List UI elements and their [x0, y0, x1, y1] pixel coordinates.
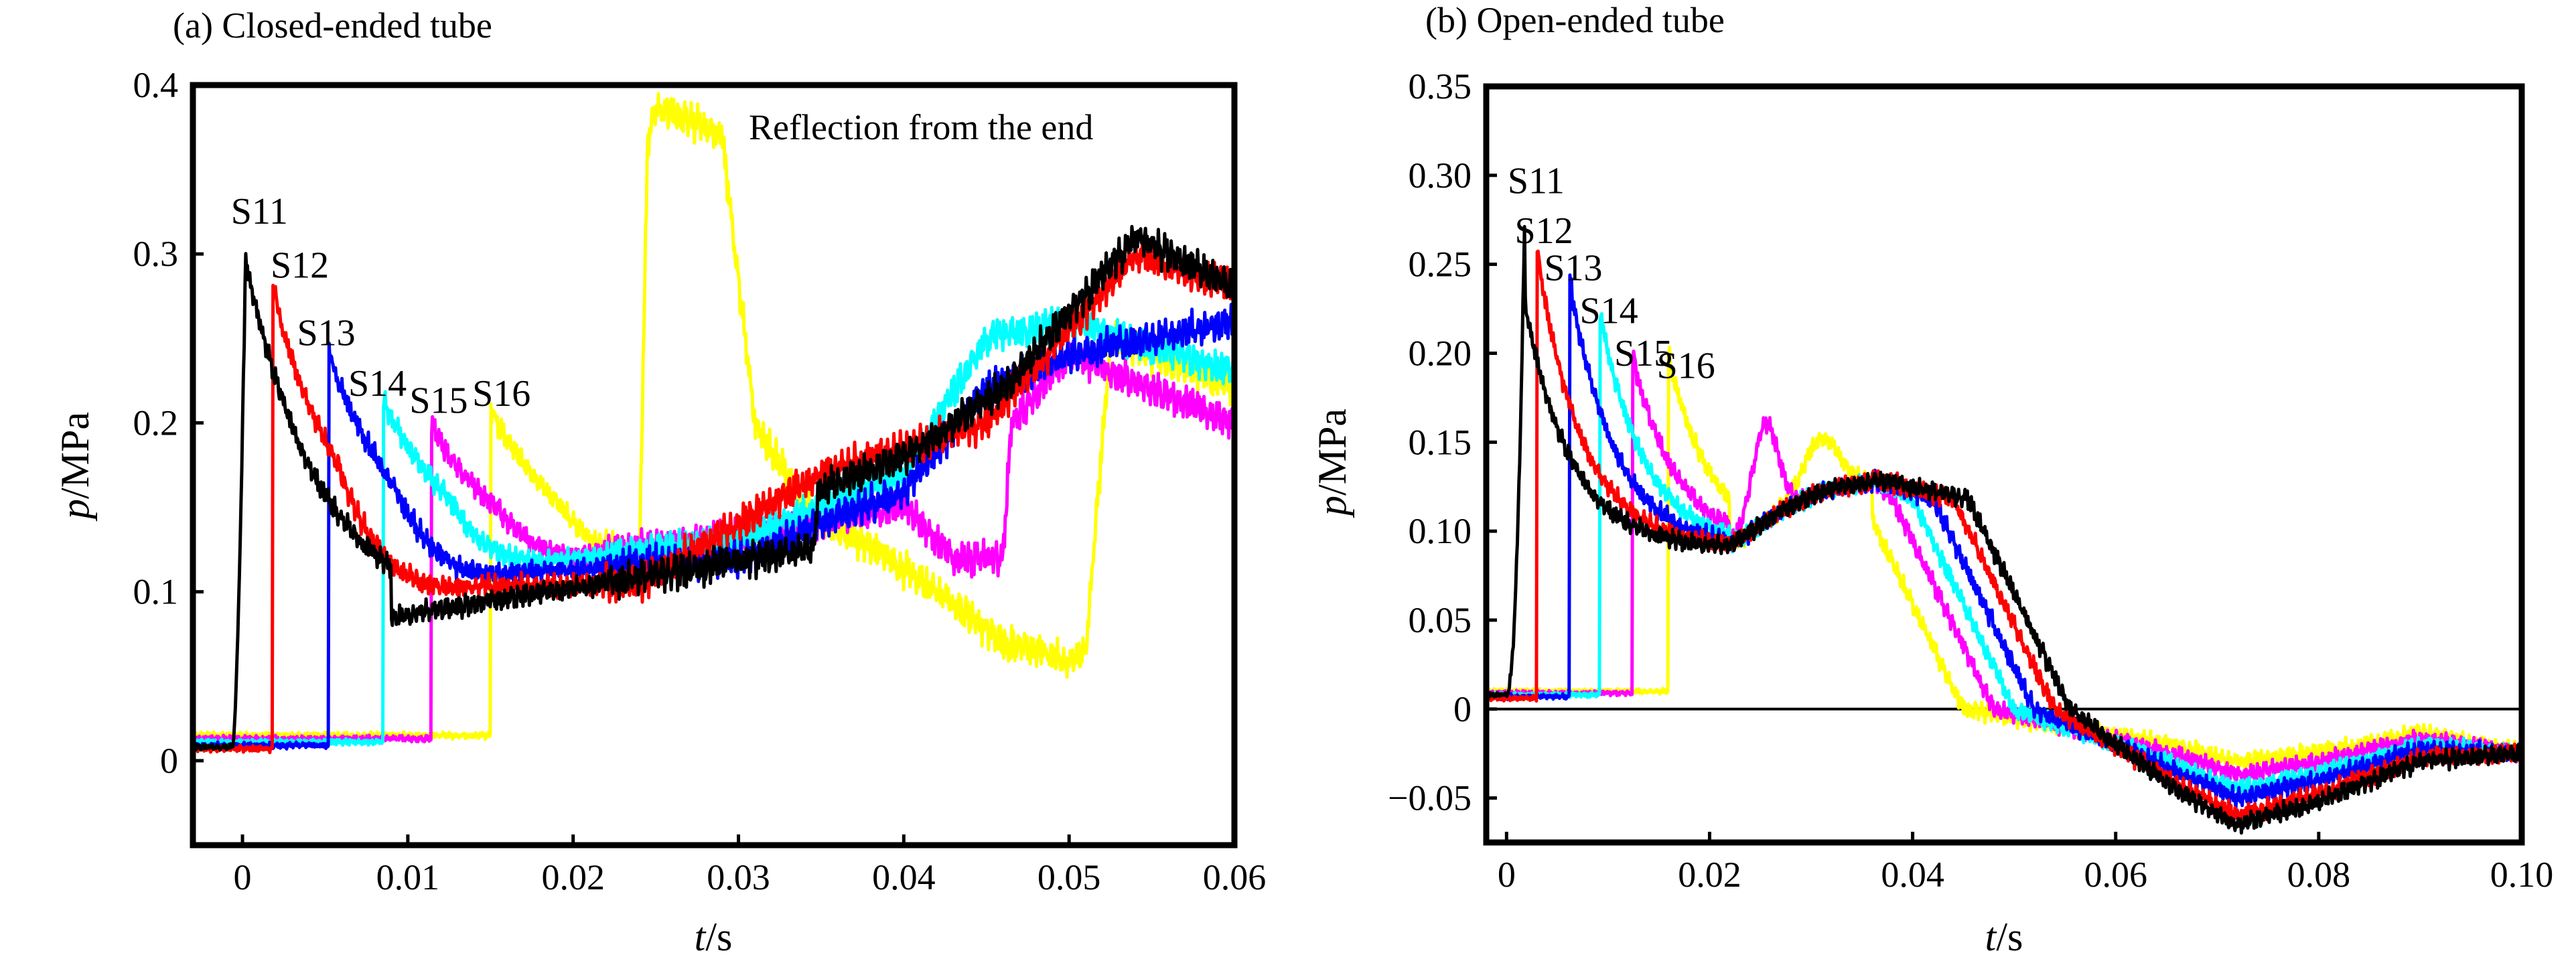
series-label-s14: S14: [1579, 290, 1638, 332]
x-tick-label: 0.02: [541, 857, 605, 897]
series-line-s15: [193, 340, 1234, 744]
y-tick-label: 0.10: [1409, 511, 1472, 551]
y-tick-label: 0: [1453, 689, 1472, 729]
series-label-s13: S13: [297, 312, 356, 354]
axis-ticks: 0 0.02 0.04 0.06 0.08 0.10 −0.05 0 0.05 0.10 0.15 0…: [1388, 66, 2553, 895]
series-line-s15: [1486, 350, 2522, 785]
x-tick-label: 0.02: [1678, 855, 1741, 895]
x-tick-label: 0.05: [1037, 857, 1101, 897]
x-tick-label: 0.08: [2287, 855, 2351, 895]
x-tick-label: 0.10: [2490, 855, 2554, 895]
y-tick-label: 0.05: [1409, 600, 1472, 640]
y-tick-label: 0.3: [133, 234, 179, 274]
series-label-s14: S14: [348, 363, 407, 404]
x-tick-label: 0.03: [707, 857, 770, 897]
y-axis-unit: /MPa: [1310, 409, 1354, 496]
series-label-s12: S12: [271, 245, 329, 287]
y-tick-label: 0: [160, 741, 178, 781]
series-line-s13: [1486, 273, 2522, 810]
x-tick-label: 0.06: [2084, 855, 2147, 895]
x-tick-label: 0.04: [1881, 855, 1944, 895]
y-tick-label: 0.4: [133, 65, 179, 105]
y-tick-label: 0.2: [133, 402, 179, 443]
axis-ticks: 0 0.01 0.02 0.03 0.04 0.05 0.06 0 0.1 0.2 0.3 0.4: [133, 65, 1267, 897]
x-tick-label: 0.01: [376, 857, 440, 897]
x-tick-label: 0: [1498, 855, 1516, 895]
y-tick-label: 0.30: [1409, 155, 1472, 196]
series-line-s11: [193, 224, 1234, 752]
x-axis-variable: t: [1985, 915, 1997, 957]
y-axis-label: p/MPa: [1310, 409, 1354, 518]
reflection-annotation: Reflection from the end: [749, 107, 1093, 147]
x-axis-label: t/s: [695, 915, 733, 957]
series-label-s16: S16: [472, 373, 530, 415]
series-label-s11: S11: [1508, 160, 1565, 202]
y-tick-label: 0.35: [1409, 66, 1472, 106]
x-tick-label: 0.06: [1203, 857, 1267, 897]
x-tick-label: 0.04: [872, 857, 936, 897]
chart-panel-closed-ended-tube: (a) Closed-ended tube S11 S12 S13 S14 S15 S16…: [53, 5, 1266, 957]
y-tick-label: −0.05: [1388, 778, 1472, 818]
x-tick-label: 0: [234, 857, 252, 897]
series-label-s15: S15: [1614, 333, 1672, 374]
series-label-s15: S15: [409, 380, 468, 421]
plot-frame: [190, 82, 1238, 849]
x-axis-variable: t: [695, 915, 707, 957]
y-axis-variable: p: [1310, 496, 1354, 518]
y-axis-label: p/MPa: [53, 412, 97, 522]
y-axis-unit: /MPa: [53, 412, 97, 499]
y-tick-label: 0.25: [1409, 244, 1472, 285]
x-axis-unit: /s: [1996, 915, 2023, 957]
panel-title: (a) Closed-ended tube: [173, 5, 492, 46]
series-label-s12: S12: [1514, 210, 1573, 252]
series-line-s12: [193, 238, 1234, 755]
series-label-s16: S16: [1657, 346, 1715, 387]
y-axis-variable: p: [53, 499, 97, 522]
series-label-s11: S11: [231, 191, 288, 232]
panel-title: (b) Open-ended tube: [1425, 0, 1725, 40]
series-line-s11: [1486, 224, 2522, 835]
series-label-s13: S13: [1544, 248, 1602, 289]
y-tick-label: 0.1: [133, 572, 179, 612]
plot-frame: [1483, 83, 2525, 846]
x-axis-label: t/s: [1985, 915, 2023, 957]
y-tick-label: 0.15: [1409, 422, 1472, 462]
x-axis-unit: /s: [705, 915, 732, 957]
y-tick-label: 0.20: [1409, 333, 1472, 373]
